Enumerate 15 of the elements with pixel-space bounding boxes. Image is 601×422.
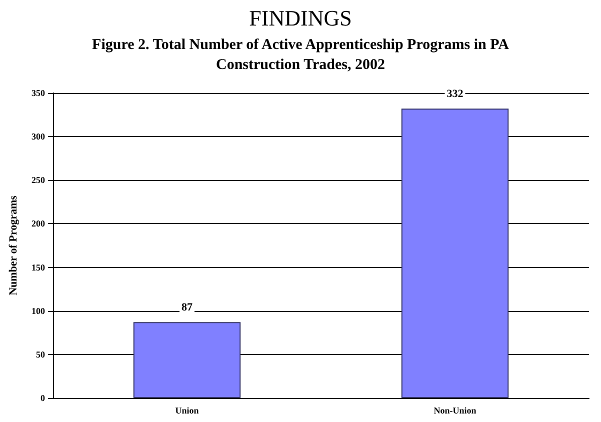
y-tick-label: 250 <box>32 175 46 186</box>
y-axis-title: Number of Programs <box>8 194 20 296</box>
x-tick-label: Union <box>175 406 199 416</box>
y-tick-label: 150 <box>32 262 46 272</box>
chart-title: Figure 2. Total Number of Active Apprenticeship Programs in PA Construction Trades, 2002 <box>92 37 510 73</box>
y-tick-label: 200 <box>32 218 46 229</box>
y-tick-label: 300 <box>32 132 46 142</box>
y-tick-label: 350 <box>32 88 46 98</box>
y-tick-label: 0 <box>40 393 46 403</box>
y-tick-label: 100 <box>32 306 46 316</box>
data-label: 87 <box>182 302 193 314</box>
y-tick-label: 50 <box>36 349 46 360</box>
x-tick-label: Non-Union <box>434 406 476 416</box>
data-label: 332 <box>446 88 464 100</box>
text: FINDINGS <box>249 6 352 30</box>
